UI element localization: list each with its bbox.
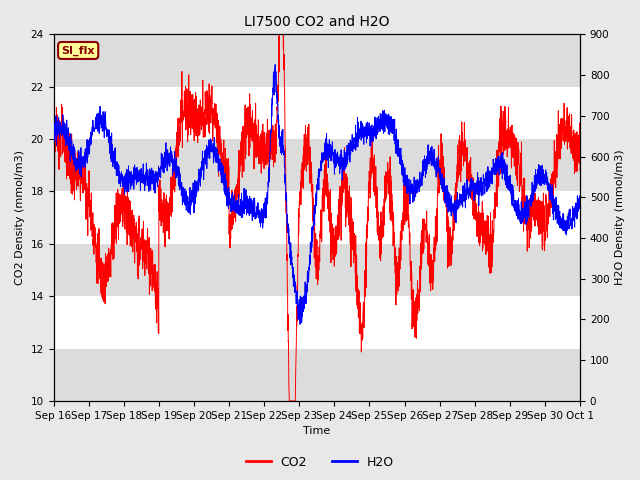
- Y-axis label: CO2 Density (mmol/m3): CO2 Density (mmol/m3): [15, 150, 25, 285]
- Bar: [54, 35, 580, 87]
- Bar: [54, 139, 580, 192]
- Bar: [54, 244, 580, 296]
- Bar: [54, 348, 580, 401]
- Title: LI7500 CO2 and H2O: LI7500 CO2 and H2O: [244, 15, 390, 29]
- X-axis label: Time: Time: [303, 426, 330, 436]
- Legend: CO2, H2O: CO2, H2O: [241, 451, 399, 474]
- Text: SI_flx: SI_flx: [61, 45, 95, 56]
- Y-axis label: H2O Density (mmol/m3): H2O Density (mmol/m3): [615, 150, 625, 286]
